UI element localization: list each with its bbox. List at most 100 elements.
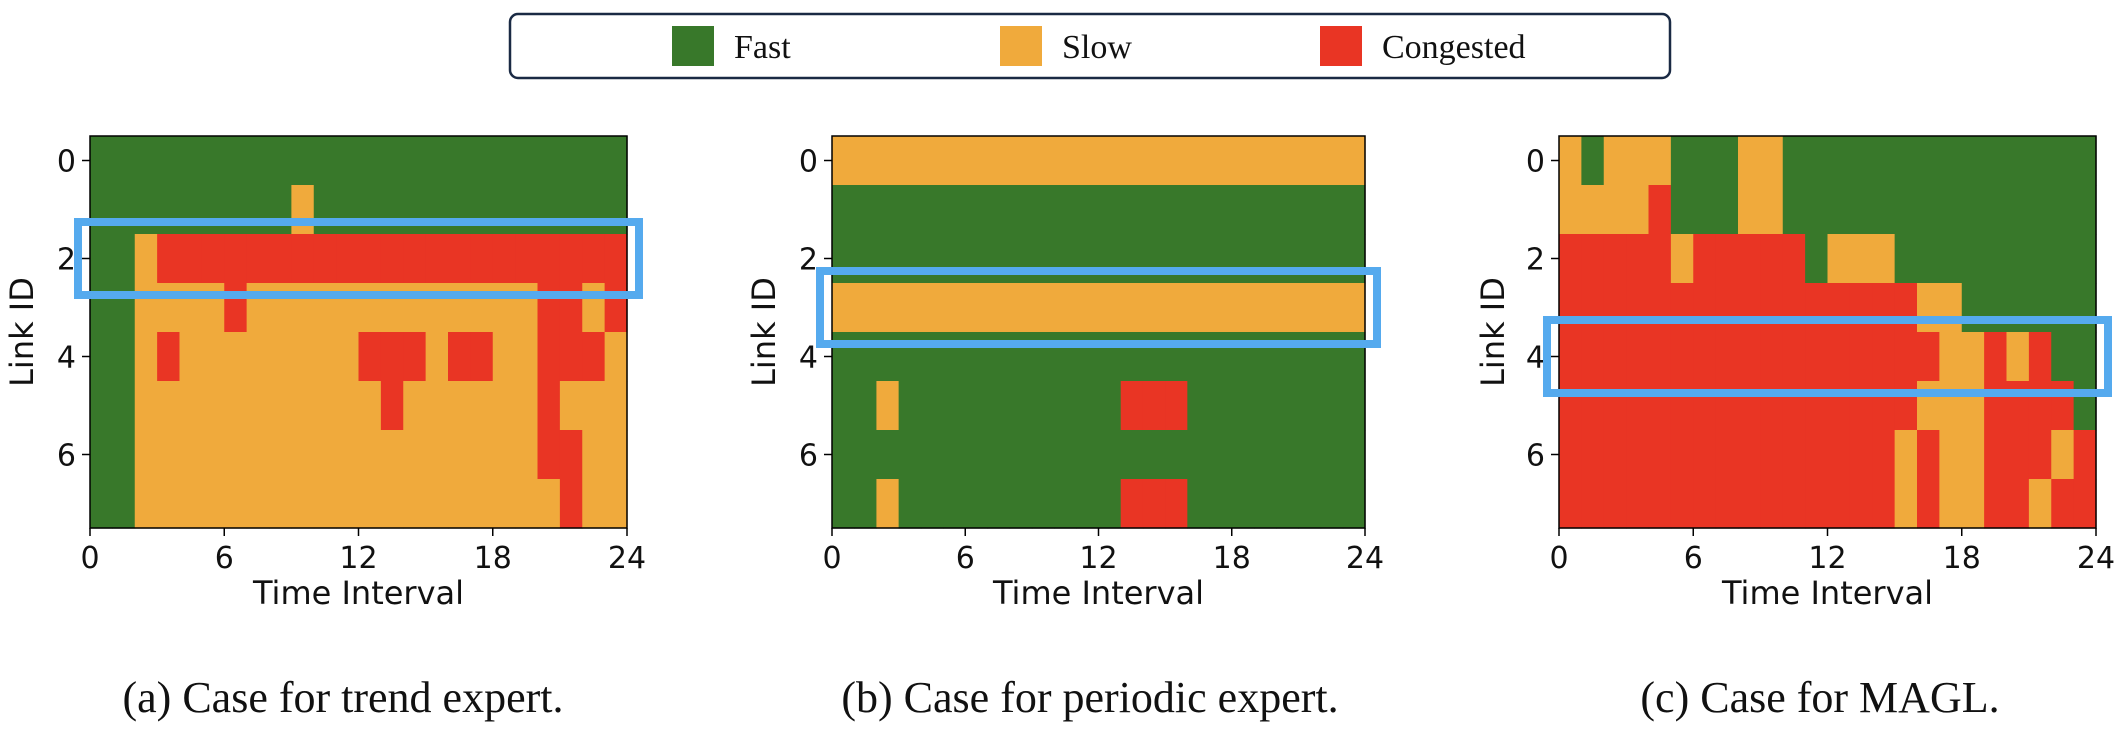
heatmap-cell <box>1298 136 1322 186</box>
x-tick-label: 6 <box>215 541 234 576</box>
heatmap-cell <box>1231 430 1255 480</box>
heatmap-cell <box>1276 332 1299 382</box>
heatmap-cell <box>1231 381 1255 431</box>
heatmap-cell <box>943 283 966 333</box>
heatmap-cell <box>1760 185 1784 235</box>
heatmap-cell <box>448 381 471 431</box>
heatmap-cell <box>1187 283 1211 333</box>
heatmap-cell <box>179 283 203 333</box>
x-tick-label: 12 <box>339 541 377 576</box>
heatmap-cell <box>1276 430 1299 480</box>
heatmap-cell <box>1670 283 1694 333</box>
heatmap-cell <box>1098 234 1122 284</box>
heatmap-cell <box>1120 381 1144 431</box>
heatmap-cell <box>2073 185 2097 235</box>
heatmap-cell <box>1009 381 1033 431</box>
heatmap-cell <box>582 185 606 235</box>
heatmap-cell <box>1984 479 2008 529</box>
y-tick-label: 6 <box>799 439 818 474</box>
heatmap-cell <box>1031 381 1055 431</box>
heatmap-cell <box>1009 234 1033 284</box>
heatmap-cell <box>604 479 628 529</box>
heatmap-cell <box>1984 430 2008 480</box>
heatmap-cell <box>313 479 337 529</box>
y-tick-label: 6 <box>1526 439 1545 474</box>
heatmap-cell <box>1559 332 1582 382</box>
heatmap-cell <box>1738 234 1761 284</box>
heatmap-cell <box>604 136 628 186</box>
heatmap-cell <box>336 381 360 431</box>
heatmap-cell <box>965 283 989 333</box>
y-axis-label: Link ID <box>3 277 41 387</box>
heatmap-cell <box>425 332 449 382</box>
heatmap-cell <box>90 185 113 235</box>
y-tick-label: 2 <box>1526 243 1545 278</box>
heatmap-cell <box>1120 136 1144 186</box>
heatmap-cell <box>1626 136 1650 186</box>
legend-swatch <box>1000 26 1042 66</box>
heatmap-cell <box>201 283 225 333</box>
heatmap-cell <box>537 430 561 480</box>
heatmap-cell <box>1648 283 1672 333</box>
heatmap-cell <box>380 479 404 529</box>
heatmap-cell <box>2006 283 2030 333</box>
heatmap-cell <box>2051 332 2075 382</box>
heatmap-cell <box>1231 332 1255 382</box>
heatmap-cell <box>1894 430 1918 480</box>
heatmap-cell <box>1076 234 1100 284</box>
heatmap-cell <box>943 381 966 431</box>
heatmap-cell <box>134 283 158 333</box>
legend-label: Congested <box>1382 29 1526 66</box>
heatmap-cell <box>1939 479 1963 529</box>
heatmap-cell <box>1165 185 1188 235</box>
heatmap-cell <box>1626 283 1650 333</box>
heatmap-cell <box>380 381 404 431</box>
heatmap-cell <box>179 430 203 480</box>
heatmap-cell <box>2073 283 2097 333</box>
heatmap-cell <box>2006 234 2030 284</box>
heatmap-cell <box>1342 234 1366 284</box>
heatmap-cell <box>1805 381 1829 431</box>
heatmap-cell <box>1738 185 1761 235</box>
heatmap-cell <box>515 234 539 284</box>
heatmap-cell <box>1693 283 1717 333</box>
heatmap-cell <box>425 479 449 529</box>
heatmap-cell <box>448 283 471 333</box>
heatmap-cell <box>1298 332 1322 382</box>
heatmap-cell <box>1670 136 1694 186</box>
heatmap-cell <box>1849 136 1873 186</box>
heatmap-cell <box>90 234 113 284</box>
heatmap-cell <box>1098 381 1122 431</box>
heatmap-cell <box>832 234 855 284</box>
x-tick-label: 0 <box>80 541 99 576</box>
heatmap-cell <box>965 479 989 529</box>
heatmap-cell <box>1187 381 1211 431</box>
heatmap-cell <box>965 234 989 284</box>
heatmap-cell <box>1209 283 1233 333</box>
heatmap-cell <box>1738 283 1761 333</box>
heatmap-cell <box>1031 185 1055 235</box>
heatmap-cell <box>1187 430 1211 480</box>
heatmap-cell <box>1298 185 1322 235</box>
heatmap-cell <box>224 479 248 529</box>
heatmap-cell <box>380 185 404 235</box>
heatmap-cell <box>854 234 878 284</box>
heatmap-cell <box>269 234 292 284</box>
x-tick-label: 6 <box>956 541 975 576</box>
heatmap-cell <box>1253 185 1277 235</box>
heatmap-cell <box>1076 332 1100 382</box>
legend-label: Fast <box>734 29 791 66</box>
y-tick-label: 2 <box>799 243 818 278</box>
heatmap-cell <box>470 185 494 235</box>
heatmap-cell <box>246 283 270 333</box>
heatmap-cell <box>559 381 583 431</box>
heatmap-cell <box>358 185 382 235</box>
y-tick-label: 4 <box>57 341 76 376</box>
y-tick-label: 0 <box>57 145 76 180</box>
heatmap-cell <box>1559 430 1582 480</box>
heatmap-cell <box>1120 234 1144 284</box>
heatmap-cell <box>1342 479 1366 529</box>
heatmap-cell <box>1009 430 1033 480</box>
heatmap-cell <box>2028 283 2052 333</box>
